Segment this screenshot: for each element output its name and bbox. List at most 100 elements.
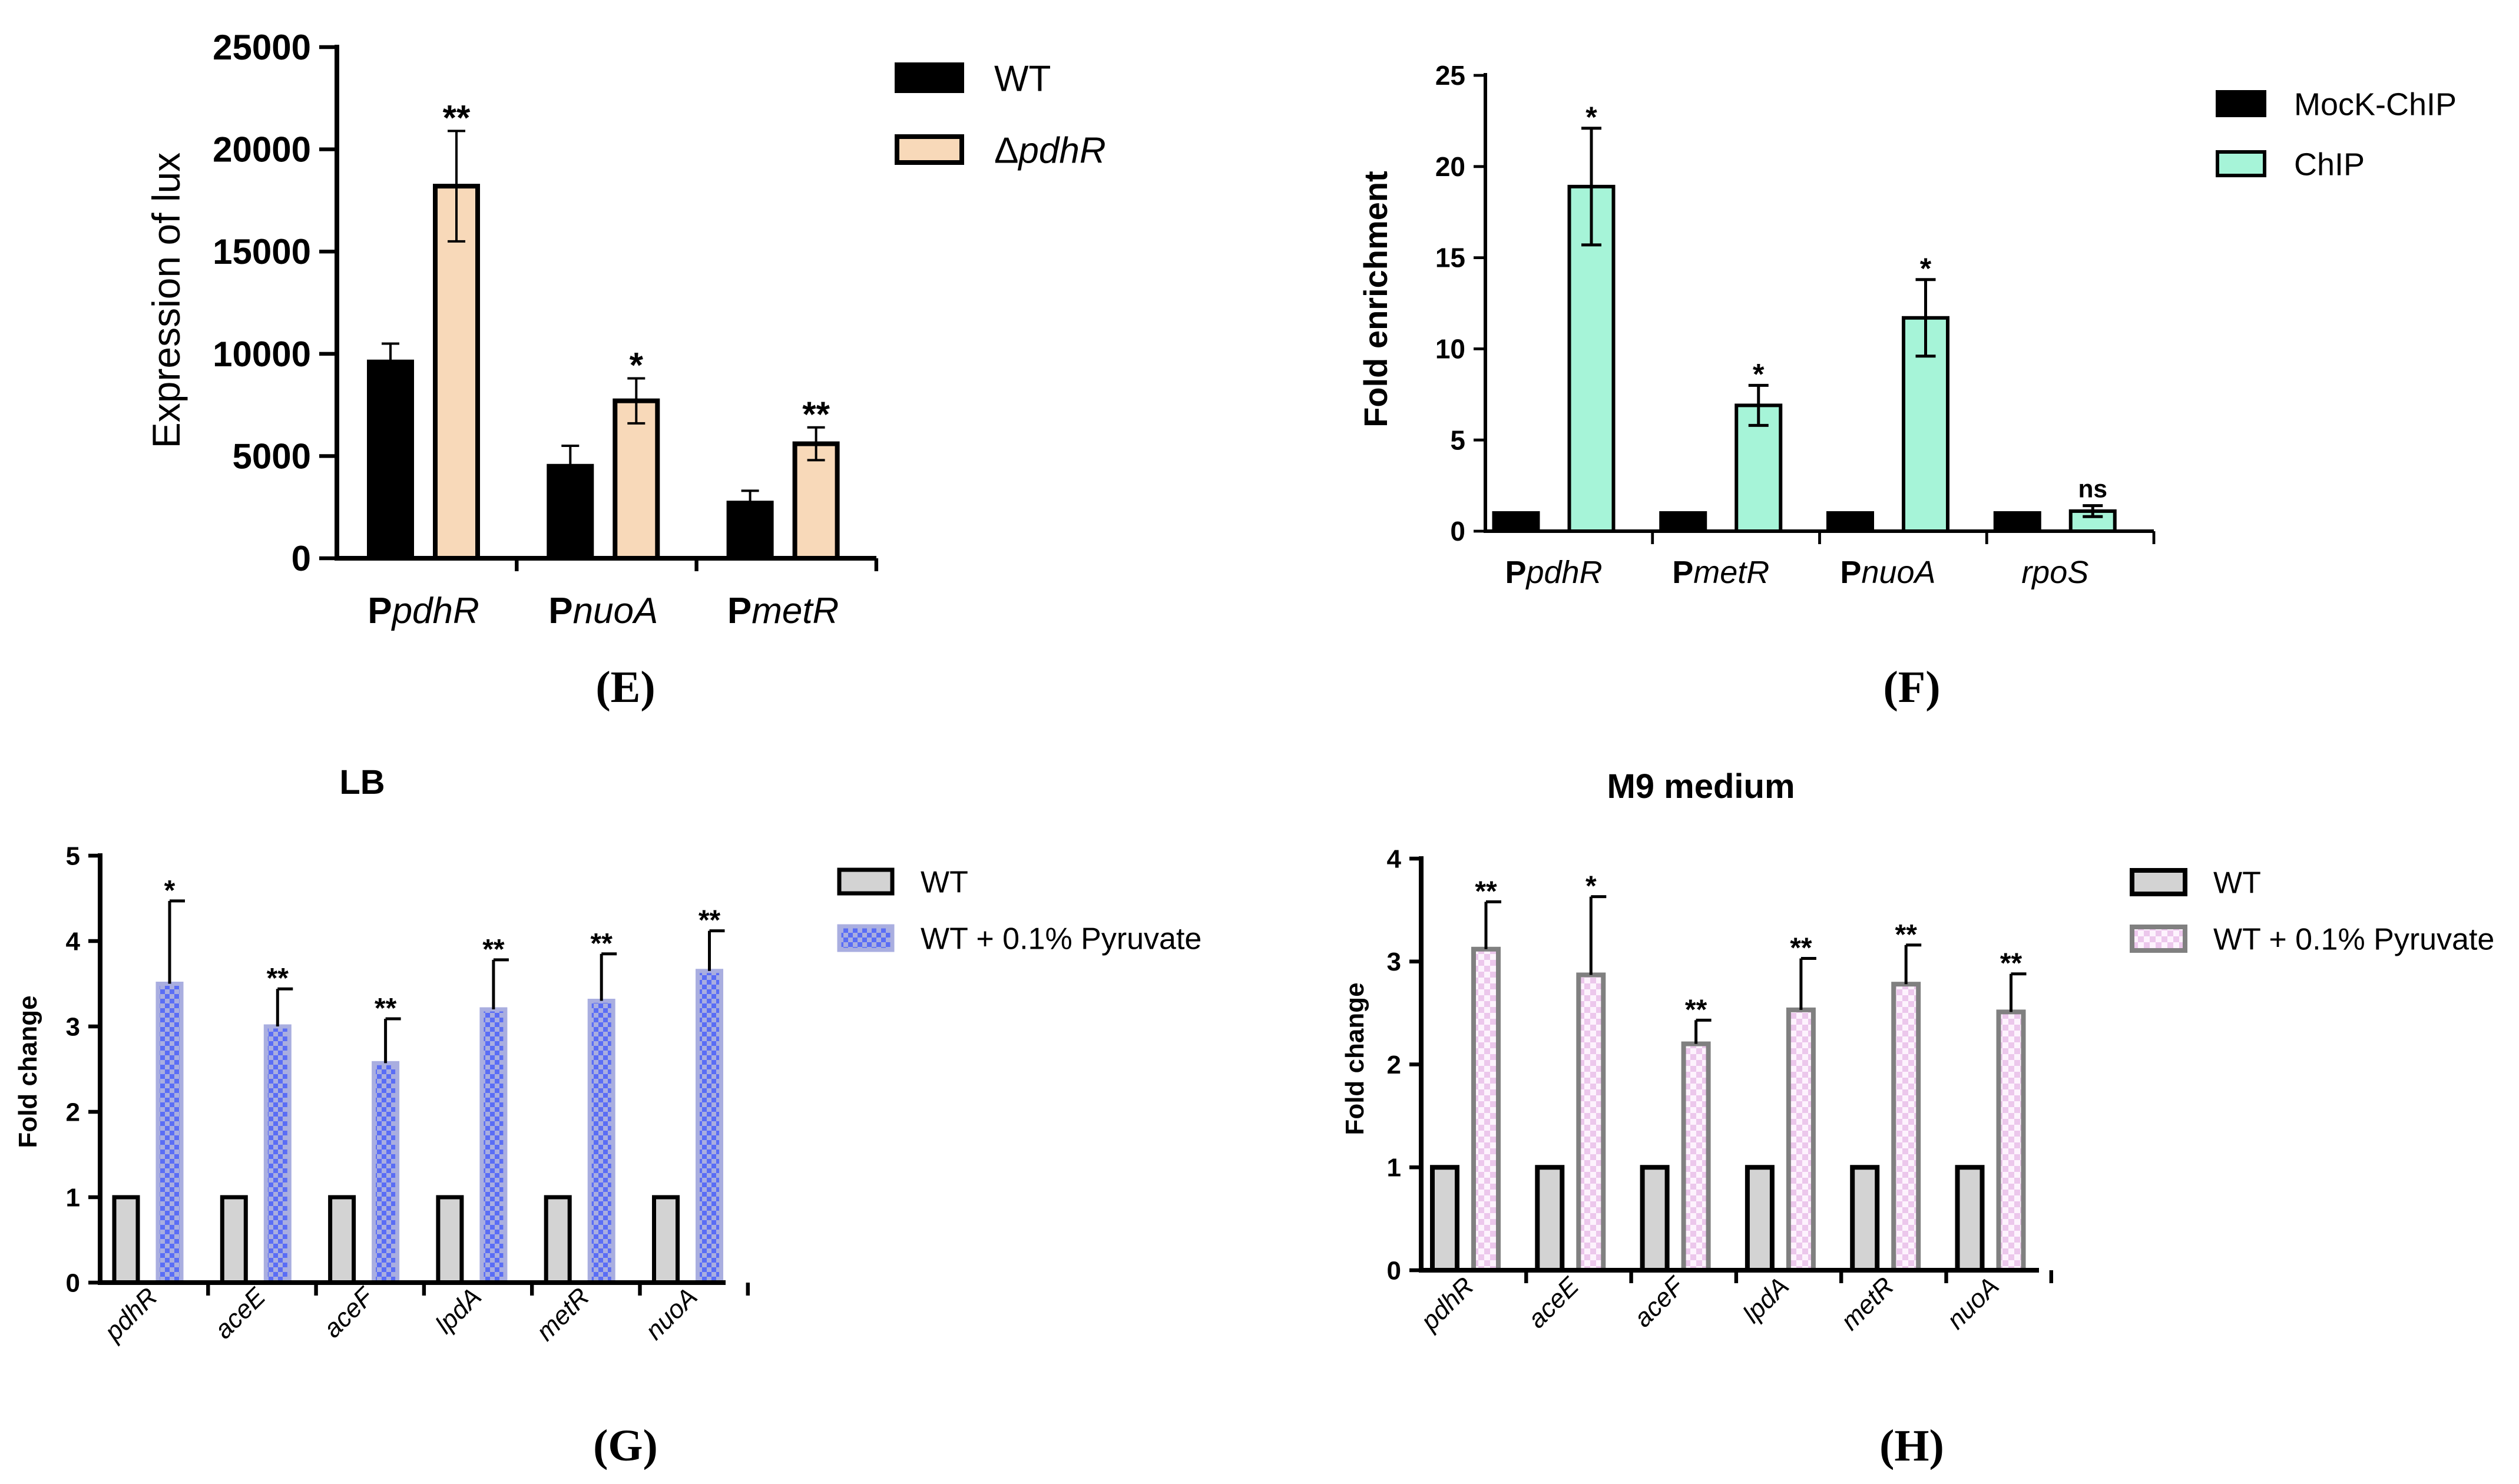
panel-g-significance: **	[591, 928, 613, 959]
panel-g-title: LB	[339, 763, 385, 801]
panel-f-category-label: rpoS	[2021, 555, 2088, 590]
panel-h-category-label: pdhR	[1415, 1271, 1479, 1336]
panel-h-bar	[1535, 1165, 1565, 1273]
panel-e-ytick-label: 0	[292, 539, 311, 578]
panel-g-bar	[372, 1061, 400, 1285]
panel-h-legend-swatch	[2130, 925, 2187, 953]
panel-g-category-label-italic: lpdA	[430, 1282, 487, 1339]
panel-g-bar	[652, 1195, 680, 1285]
panel-e-legend-label-prefix: Δ	[994, 130, 1018, 171]
panel-g-legend-swatch	[837, 924, 895, 952]
panel-h-category-label-italic: metR	[1835, 1271, 1899, 1336]
panel-e-ytick-label: 10000	[213, 334, 311, 374]
panel-g-category-label: aceF	[318, 1281, 380, 1343]
panel-g-legend-label: WT	[921, 866, 968, 900]
panel-e-category-label: PmetR	[727, 591, 839, 631]
panel-f-label: (F)	[1883, 662, 1940, 712]
panel-g-ytick-label: 1	[66, 1183, 80, 1212]
panel-h-bar	[1430, 1165, 1459, 1273]
panel-f-bar	[1826, 511, 1874, 533]
panel-g-category-label-italic: metR	[531, 1282, 595, 1346]
panel-g-bar	[220, 1195, 248, 1285]
panel-f-category-label-italic: rpoS	[2021, 555, 2088, 590]
panel-f-significance: *	[1920, 252, 1932, 285]
panel-f-ytick-label: 0	[1450, 516, 1465, 546]
panel-f-category-label-prefix: P	[1840, 555, 1861, 590]
panel-g-ylabel: Fold change	[14, 995, 42, 1148]
panel-f-significance: *	[1585, 101, 1597, 134]
panel-f-significance: *	[1753, 357, 1765, 390]
panel-e-label: (E)	[595, 662, 655, 712]
panel-h-category-label: metR	[1835, 1271, 1899, 1336]
panel-h-label: (H)	[1879, 1421, 1944, 1470]
panel-g-ytick-label: 0	[66, 1268, 80, 1297]
panel-e-legend-label: ΔpdhR	[994, 130, 1106, 171]
panel-h-ylabel: Fold change	[1340, 982, 1369, 1135]
panel-g-legend-label-prefix: WT + 0.1% Pyruvate	[921, 922, 1201, 956]
panel-e-category-label-italic: nuoA	[573, 591, 658, 631]
panel-f-ytick-label: 15	[1435, 243, 1465, 273]
panel-f-bar	[1492, 511, 1540, 533]
panel-g-category-label: pdhR	[98, 1282, 163, 1347]
panel-h-bar	[1955, 1165, 1985, 1273]
panel-h-category-label-italic: pdhR	[1415, 1271, 1479, 1336]
panel-e: Expression of lux (E) *****0500010000150…	[144, 28, 1106, 712]
panel-h-legend-label-prefix: WT + 0.1% Pyruvate	[2213, 923, 2494, 957]
panel-f-category-label: PnuoA	[1840, 555, 1935, 590]
panel-f-ytick-label: 10	[1435, 334, 1465, 365]
panel-h-bar	[1471, 946, 1501, 1273]
panel-g-bar	[696, 969, 723, 1285]
panel-f-bar	[1567, 184, 1616, 533]
panel-h-category-label-italic: nuoA	[1941, 1271, 2004, 1334]
panel-g-bar	[587, 999, 615, 1285]
panel-g-category-label-italic: nuoA	[640, 1282, 703, 1345]
panel-h-category-label-italic: aceF	[1628, 1271, 1690, 1333]
panel-f-ylabel: Fold enrichment	[1357, 171, 1394, 428]
panel-g-category-label: aceE	[209, 1282, 272, 1344]
panel-h-ytick-label: 4	[1387, 844, 1402, 873]
panel-f-legend-swatch	[2216, 150, 2266, 177]
panel-f-ytick-label: 25	[1435, 60, 1465, 91]
panel-e-category-label-italic: metR	[752, 591, 839, 631]
panel-h-bar	[1786, 1007, 1816, 1273]
panel-g-significance: **	[375, 993, 397, 1024]
panel-g-bar	[544, 1195, 572, 1285]
panel-f-category-label-prefix: P	[1672, 555, 1693, 590]
panel-e-category-label: PpdhR	[368, 591, 479, 631]
panel-e-category-label-prefix: P	[727, 591, 752, 631]
panel-h-category-label: lpdA	[1737, 1271, 1795, 1329]
panel-h-category-label-italic: lpdA	[1737, 1271, 1795, 1329]
panel-e-ylabel: Expression of lux	[144, 153, 188, 449]
panel-g-category-label: metR	[531, 1282, 595, 1346]
panel-h-legend-swatch	[2130, 868, 2187, 896]
panel-e-ytick-label: 25000	[213, 28, 311, 67]
panel-e-legend-swatch	[895, 62, 964, 93]
panel-f-category-label: PpdhR	[1505, 555, 1602, 590]
panel-f-category-label-italic: metR	[1693, 555, 1769, 590]
panel-g-legend-label-prefix: WT	[921, 866, 968, 900]
panel-h-bar	[1891, 982, 1921, 1273]
panel-e-bar	[367, 359, 414, 561]
panel-e-significance: *	[630, 345, 644, 385]
panel-e-category-label-prefix: P	[368, 591, 392, 631]
panel-e-bar	[613, 398, 660, 561]
panel-g-label: (G)	[593, 1421, 658, 1470]
panel-e-legend-label-italic: pdhR	[1017, 130, 1105, 171]
panel-f-ytick-label: 5	[1450, 425, 1465, 455]
panel-f-bar	[1993, 511, 2041, 533]
panel-f-legend-label-prefix: MocK-ChIP	[2294, 87, 2457, 122]
panel-e-category-label-prefix: P	[548, 591, 572, 631]
panel-e-category-label: PnuoA	[548, 591, 658, 631]
panel-f-category-label: PmetR	[1672, 555, 1769, 590]
panel-h-significance: **	[1475, 876, 1497, 907]
panel-g-category-label-italic: aceF	[318, 1281, 380, 1343]
panel-h-legend-label: WT	[2213, 866, 2261, 900]
panel-h-title: M9 medium	[1607, 767, 1795, 806]
panel-f-legend-label: MocK-ChIP	[2294, 87, 2457, 122]
panel-h-ytick-label: 2	[1387, 1051, 1401, 1079]
panel-g-ytick-label: 4	[66, 927, 81, 956]
panel-e-ytick-label: 20000	[213, 130, 311, 170]
panel-f-category-label-italic: pdhR	[1525, 555, 1602, 590]
panel-g-ytick-label: 5	[66, 842, 80, 870]
